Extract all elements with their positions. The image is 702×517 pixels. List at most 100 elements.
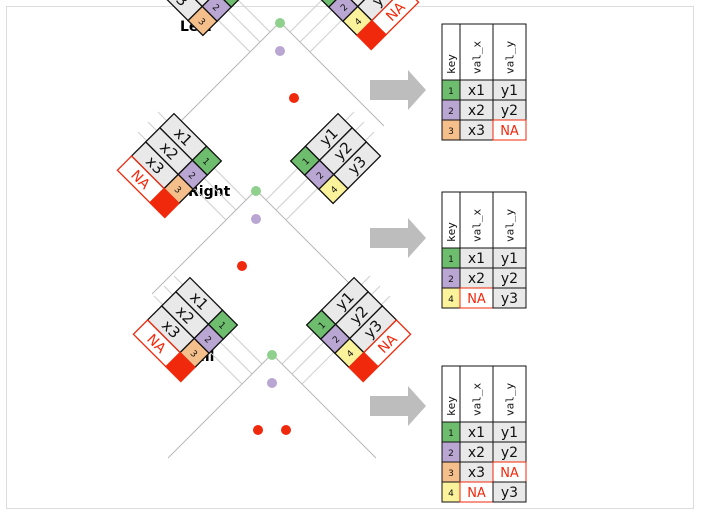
- result-header-cell: [492, 365, 527, 423]
- result-header-label: val_x: [471, 41, 484, 74]
- grid-line: [181, 0, 271, 33]
- result-value-label: y3: [501, 291, 518, 307]
- arrow-icon: [370, 386, 426, 426]
- y-key-label: 2: [315, 171, 326, 182]
- match-dot-key2: [251, 213, 261, 224]
- match-dot-key2: [275, 45, 285, 56]
- result-value-cell: [492, 481, 527, 503]
- result-value-label: y3: [501, 485, 518, 501]
- result-header-cell: [492, 23, 527, 81]
- result-key-label: 2: [448, 275, 454, 285]
- guide-line: [167, 353, 273, 459]
- result-header-label: key: [445, 222, 458, 242]
- y-na-cell: [363, 319, 412, 368]
- match-dot-key2: [267, 377, 277, 388]
- result-value-label: x2: [468, 271, 485, 287]
- result-key-label: 1: [448, 429, 454, 439]
- result-key-label: 2: [448, 107, 454, 117]
- result-value-label: y1: [501, 83, 518, 99]
- result-header-label: val_y: [504, 383, 517, 416]
- result-header-label: val_y: [504, 209, 517, 242]
- panel-title: Right: [188, 184, 231, 200]
- y-key-label: 1: [301, 157, 312, 168]
- panel-full: Fullx11x22x33NA1y12y24y3NAkeyval_xval_y1…: [132, 275, 527, 503]
- grid-line: [171, 0, 261, 43]
- result-header-cell: [459, 23, 494, 81]
- na-dot-x: [253, 425, 263, 435]
- guide-line: [175, 21, 281, 127]
- na-dot-y: [289, 93, 299, 103]
- match-dot-key1: [251, 185, 261, 196]
- result-key-label: 4: [448, 295, 454, 305]
- result-value-label: y2: [501, 271, 518, 287]
- result-value-cell: [492, 287, 527, 309]
- result-key-label: 1: [448, 87, 454, 97]
- result-na-label: NA: [500, 124, 519, 139]
- result-key-label: 3: [448, 127, 454, 137]
- result-value-label: x2: [468, 445, 485, 461]
- result-header-cell: [492, 191, 527, 249]
- x-key-cell: [187, 5, 218, 37]
- guide-line: [271, 353, 377, 459]
- guide-line: [279, 21, 385, 127]
- y-value-cell: [332, 140, 382, 190]
- result-key-label: 3: [448, 469, 454, 479]
- result-header-label: val_x: [471, 383, 484, 416]
- guide-line: [151, 189, 257, 295]
- guide-line: [255, 189, 361, 295]
- result-header-label: val_x: [471, 209, 484, 242]
- x-key-label: 3: [196, 17, 207, 28]
- match-dot-key1: [267, 349, 277, 360]
- x-value-label: x3: [166, 0, 192, 10]
- arrow-icon: [370, 70, 426, 110]
- x-na-key: [149, 187, 180, 219]
- y-key-cell: [313, 0, 345, 9]
- y-key-label: 4: [353, 17, 364, 28]
- result-value-label: x3: [468, 465, 485, 481]
- y-na-cell: [371, 0, 420, 36]
- x-key-label: 3: [188, 349, 199, 360]
- result-value-label: x2: [468, 103, 485, 119]
- x-key-label: 2: [202, 335, 213, 346]
- x-key-label: 2: [186, 171, 197, 182]
- result-na-label: NA: [500, 466, 519, 481]
- result-header-label: key: [445, 54, 458, 74]
- result-header-label: val_y: [504, 41, 517, 74]
- arrow-icon: [370, 218, 426, 258]
- result-value-label: y1: [501, 425, 518, 441]
- result-value-label: y2: [501, 103, 518, 119]
- x-na-key: [165, 351, 196, 383]
- match-dot-key1: [275, 17, 285, 28]
- y-key-label: 4: [345, 349, 356, 360]
- x-key-cell: [215, 0, 247, 9]
- y-key-label: 4: [329, 185, 340, 196]
- x-key-label: 1: [216, 321, 227, 332]
- y-key-label: 1: [317, 321, 328, 332]
- result-key-label: 1: [448, 255, 454, 265]
- result-na-label: NA: [467, 486, 486, 501]
- result-value-label: x1: [468, 83, 485, 99]
- result-key-label: 4: [448, 489, 454, 499]
- x-key-label: 2: [210, 3, 221, 14]
- result-value-label: x1: [468, 251, 485, 267]
- na-dot-y: [281, 425, 291, 435]
- y-key-label: 2: [339, 3, 350, 14]
- result-value-label: x1: [468, 425, 485, 441]
- na-dot-x: [237, 261, 247, 271]
- x-key-label: 1: [200, 157, 211, 168]
- result-value-label: y1: [501, 251, 518, 267]
- result-value-label: x3: [468, 123, 485, 139]
- panel-left: Leftx11x22x331y12y24y3NAkeyval_xval_y1x1…: [154, 0, 527, 141]
- result-header-label: key: [445, 396, 458, 416]
- result-value-label: y2: [501, 445, 518, 461]
- result-na-cell: [492, 119, 527, 141]
